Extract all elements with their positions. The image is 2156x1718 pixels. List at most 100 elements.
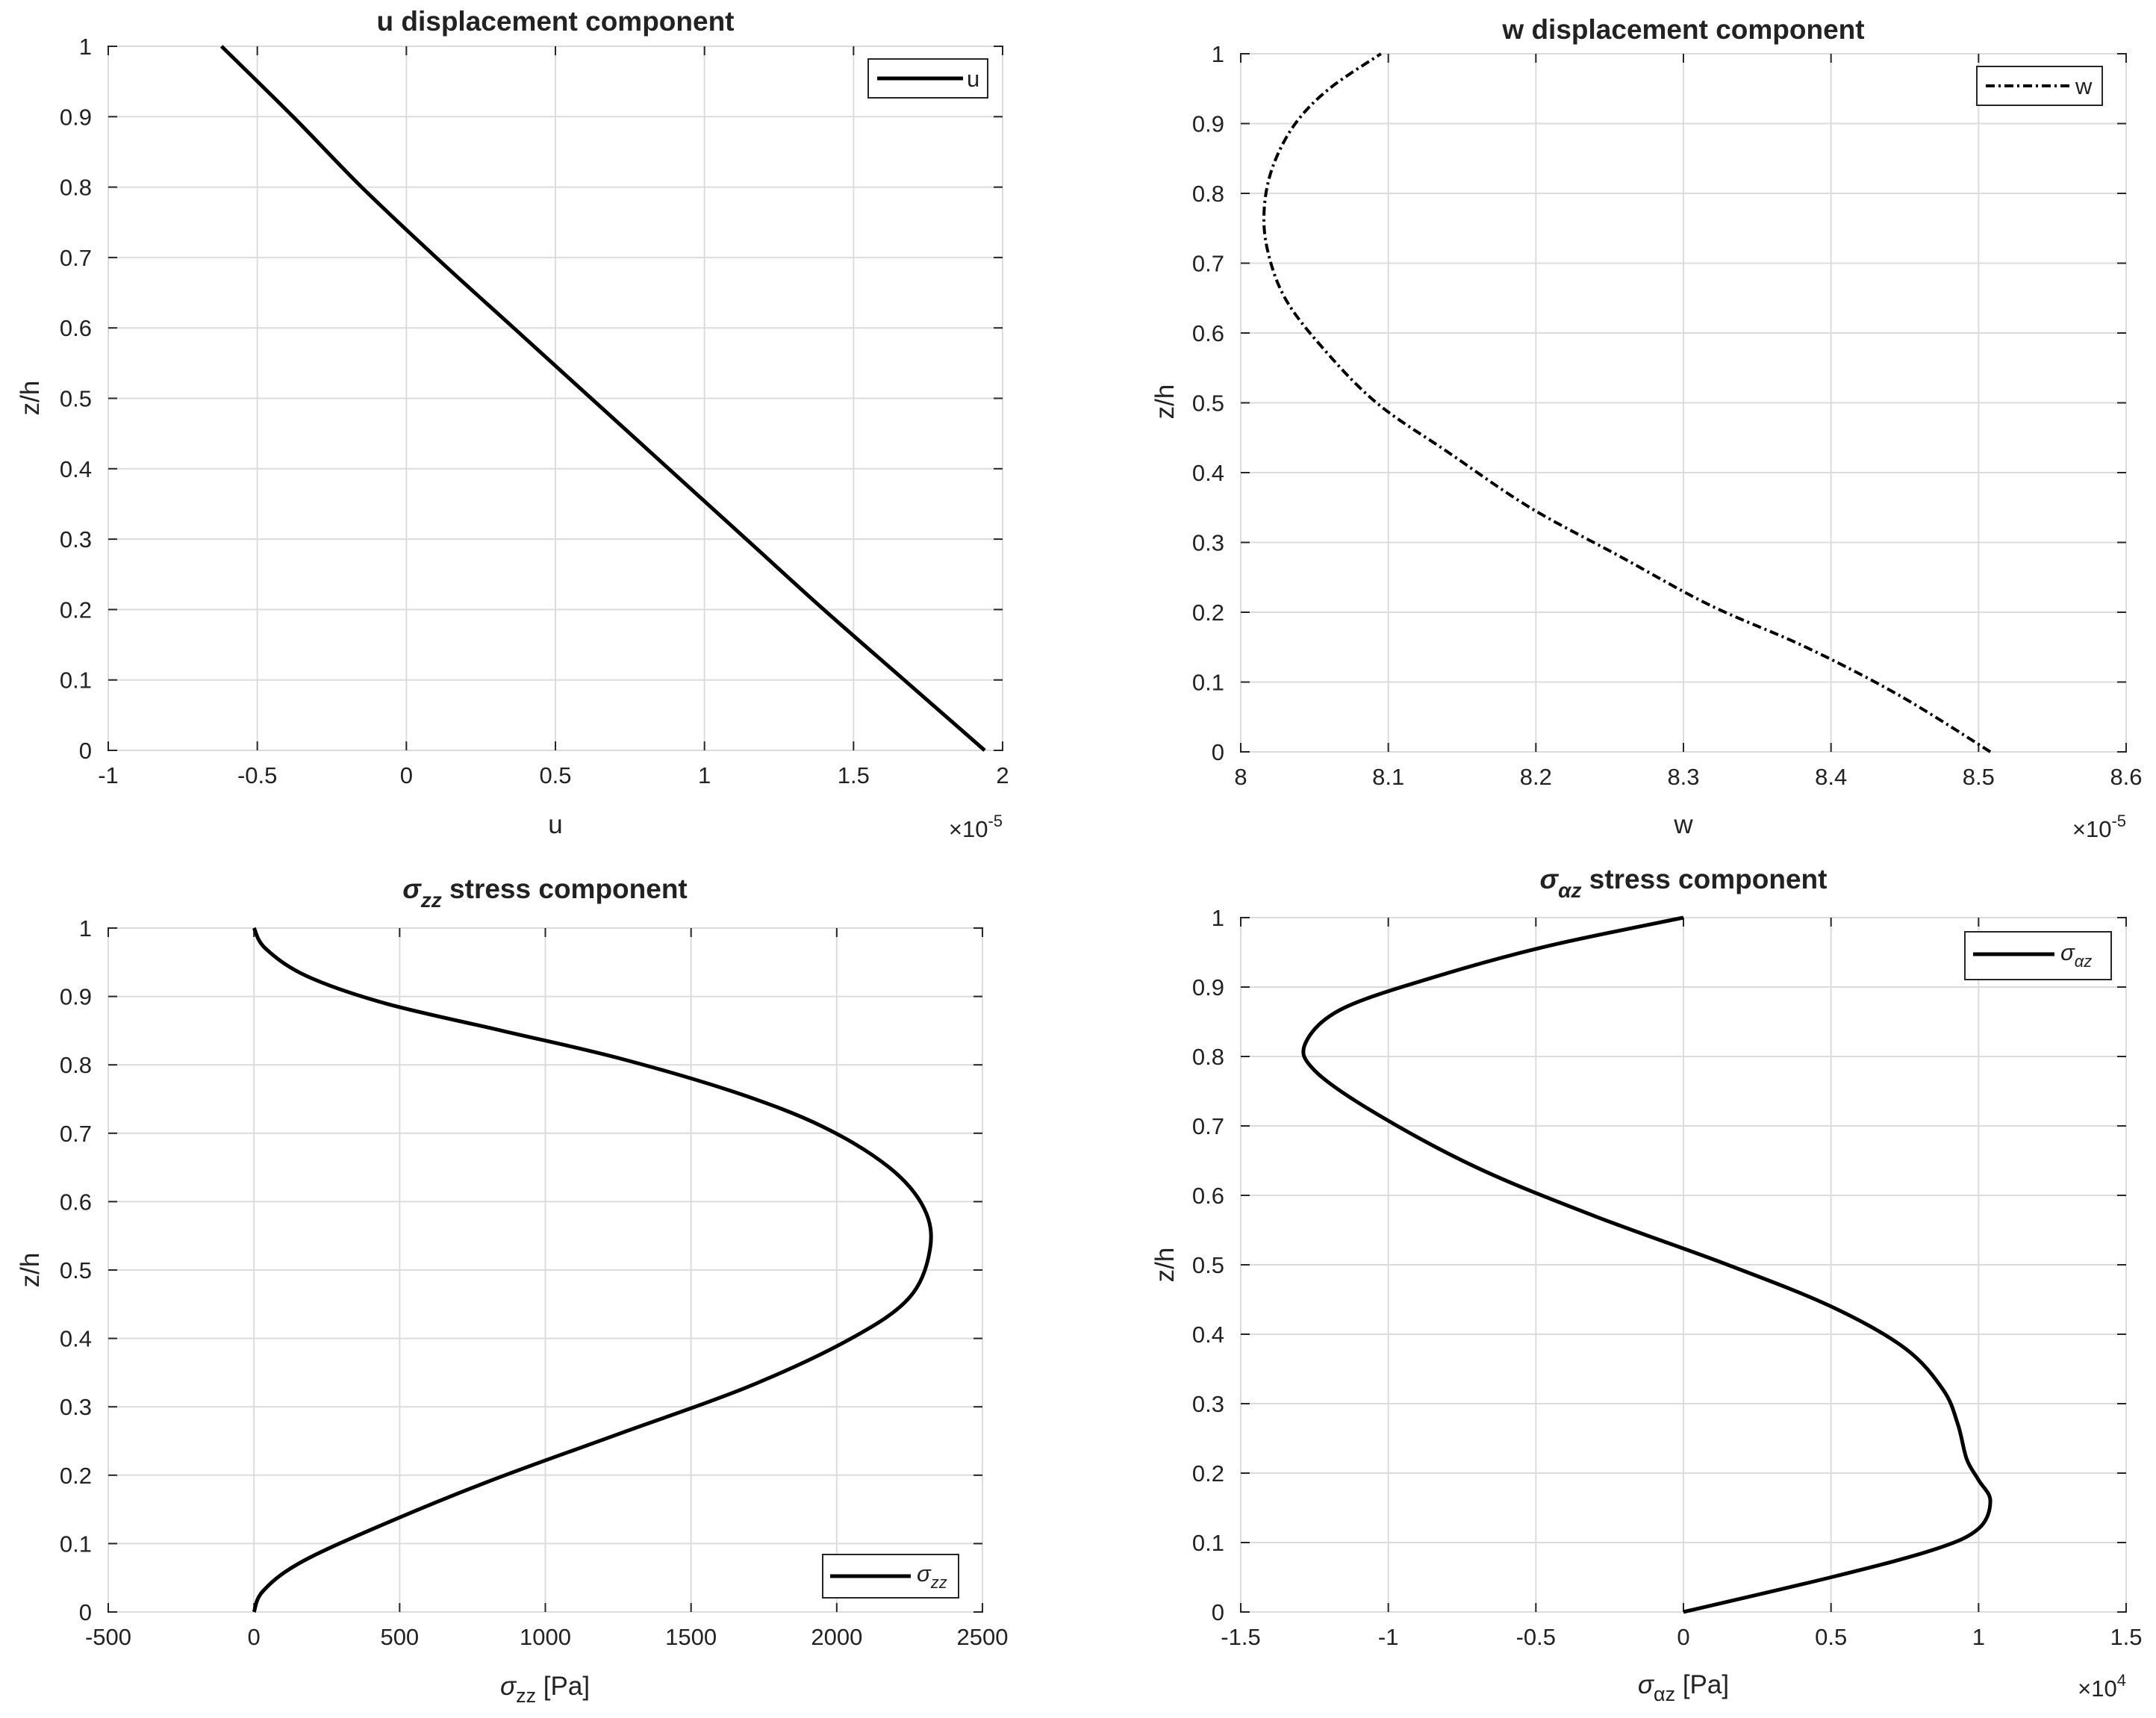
y-tick-label: 1 bbox=[79, 34, 92, 60]
x-tick-label: 8 bbox=[1234, 764, 1247, 790]
u-displacement-panel: -1 -0.5 0 0.5 1 1.5 2 0 0.1 0.2 0.3 0.4 0.5 0.6 0.7 0.8… bbox=[16, 6, 1009, 842]
x-tick-label: 0 bbox=[248, 1624, 261, 1650]
y-tick-label: 0.3 bbox=[60, 526, 92, 553]
x-tick-label: 0.5 bbox=[539, 762, 571, 788]
y-tick-label: 0.5 bbox=[1192, 1252, 1224, 1278]
grid bbox=[1240, 53, 2127, 753]
y-tick-label: 0.5 bbox=[60, 1257, 92, 1283]
legend-label-w: w bbox=[2075, 73, 2093, 99]
x-tick-label: 8.3 bbox=[1667, 764, 1699, 790]
y-tick-label: 0.2 bbox=[1192, 1460, 1224, 1487]
x-tick-label: -1.5 bbox=[1221, 1624, 1260, 1650]
chart-title: σzz stress component bbox=[402, 874, 688, 912]
x-tick-label: 1 bbox=[1972, 1624, 1985, 1650]
y-tick-label: 0.6 bbox=[60, 1189, 92, 1215]
sigma-az-panel: -1.5 -1 -0.5 0 0.5 1 1.5 0 0.1 0.2 0.3 0.4 0.5 0.6 0.7… bbox=[1150, 864, 2143, 1705]
series-lines bbox=[1301, 915, 1993, 1614]
y-tick-label: 0.8 bbox=[60, 1052, 92, 1078]
x-exponent-label: ×10-5 bbox=[2072, 812, 2126, 842]
x-tick-label: 1.5 bbox=[2110, 1624, 2142, 1650]
y-tick-label: 0.9 bbox=[1192, 111, 1224, 137]
y-tick-label: 0.8 bbox=[1192, 1044, 1224, 1070]
series-lines bbox=[219, 45, 986, 752]
y-tick-label: 0.5 bbox=[1192, 390, 1224, 417]
axes-ticks: -1.5 -1 -0.5 0 0.5 1 1.5 0 0.1 0.2 0.3 0.4 0.5 0.6 0.7… bbox=[1192, 905, 2143, 1650]
y-tick-label: 0.8 bbox=[60, 175, 92, 201]
y-tick-label: 0.1 bbox=[60, 1531, 92, 1557]
legend-label-sigma-az: σαz bbox=[2060, 939, 2092, 971]
axes-ticks: 8 8.1 8.2 8.3 8.4 8.5 8.6 0 0.1 0.2 0.3 0.4 0.5 0.6 0.… bbox=[1192, 41, 2143, 790]
y-tick-label: 0.6 bbox=[60, 315, 92, 341]
y-tick-label: 0.3 bbox=[1192, 1391, 1224, 1417]
y-tick-label: 0.9 bbox=[60, 104, 92, 130]
x-tick-label: -0.5 bbox=[237, 762, 277, 788]
y-tick-label: 1 bbox=[79, 915, 92, 942]
y-tick-label: 0.5 bbox=[60, 386, 92, 412]
x-tick-label: 0.5 bbox=[1815, 1624, 1847, 1650]
x-tick-label: 1000 bbox=[520, 1624, 571, 1650]
chart-title: w displacement component bbox=[1501, 14, 1864, 45]
chart-title: σαz stress component bbox=[1540, 864, 1828, 902]
x-tick-label: 500 bbox=[380, 1624, 419, 1650]
legend: w bbox=[1976, 66, 2103, 106]
x-exponent-label: ×10-5 bbox=[949, 812, 1003, 842]
x-tick-label: -1 bbox=[98, 762, 119, 788]
y-tick-label: 0.6 bbox=[1192, 320, 1224, 346]
y-tick-label: 0.7 bbox=[60, 245, 92, 271]
y-tick-label: 1 bbox=[1212, 41, 1224, 67]
y-tick-label: 0.2 bbox=[1192, 600, 1224, 626]
x-tick-label: 8.1 bbox=[1372, 764, 1404, 790]
y-axis-label: z/h bbox=[16, 1253, 45, 1288]
x-tick-label: 0 bbox=[400, 762, 413, 788]
y-tick-label: 0.3 bbox=[60, 1394, 92, 1420]
y-tick-label: 0.6 bbox=[1192, 1183, 1224, 1209]
series-lines bbox=[1262, 52, 1992, 753]
x-tick-label: 0 bbox=[1677, 1624, 1689, 1650]
x-axis-label: w bbox=[1673, 810, 1693, 839]
x-exponent-label: ×104 bbox=[2078, 1671, 2126, 1702]
y-tick-label: 0 bbox=[79, 738, 92, 764]
series-line bbox=[1262, 52, 1992, 753]
x-tick-label: 8.6 bbox=[2110, 764, 2142, 790]
y-tick-label: 0.1 bbox=[1192, 1530, 1224, 1556]
y-tick-label: 0.2 bbox=[60, 1463, 92, 1489]
y-tick-label: 0.4 bbox=[60, 456, 92, 482]
grid bbox=[108, 46, 1003, 751]
y-tick-label: 0.9 bbox=[1192, 974, 1224, 1000]
y-axis-label: z/h bbox=[16, 381, 45, 416]
x-tick-label: 2 bbox=[996, 762, 1009, 788]
w-displacement-panel: 8 8.1 8.2 8.3 8.4 8.5 8.6 0 0.1 0.2 0.3 0.4 0.5 0.6 0.… bbox=[1150, 14, 2143, 842]
x-tick-label: -500 bbox=[85, 1624, 131, 1650]
chart-title: u displacement component bbox=[376, 6, 734, 37]
y-tick-label: 0.4 bbox=[60, 1326, 92, 1352]
y-tick-label: 0.3 bbox=[1192, 530, 1224, 556]
x-tick-label: 1.5 bbox=[838, 762, 870, 788]
y-tick-label: 0.4 bbox=[1192, 460, 1224, 486]
legend: σzz bbox=[822, 1554, 959, 1599]
y-tick-label: 0.1 bbox=[1192, 670, 1224, 696]
x-axis-label: σzz [Pa] bbox=[500, 1672, 590, 1707]
sigma-zz-panel: -500 0 500 1000 1500 2000 250000.10.20.30.40.5… bbox=[16, 874, 1008, 1707]
axes-ticks: -1 -0.5 0 0.5 1 1.5 2 0 0.1 0.2 0.3 0.4 0.5 0.6 0.7 0.8… bbox=[60, 34, 1009, 788]
x-axis-label: σαz [Pa] bbox=[1638, 1670, 1729, 1705]
y-tick-label: 0.8 bbox=[1192, 181, 1224, 207]
x-tick-label: 8.4 bbox=[1815, 764, 1847, 790]
series-line bbox=[252, 927, 933, 1613]
y-tick-label: 0 bbox=[79, 1599, 92, 1625]
y-tick-label: 0.9 bbox=[60, 984, 92, 1010]
y-tick-label: 1 bbox=[1212, 905, 1224, 931]
x-axis-label: u bbox=[548, 810, 562, 839]
y-tick-label: 0.7 bbox=[60, 1121, 92, 1147]
legend-label-u: u bbox=[967, 66, 979, 92]
y-tick-label: 0.4 bbox=[1192, 1322, 1224, 1348]
grid bbox=[1240, 917, 2127, 1613]
series-lines bbox=[252, 927, 933, 1613]
y-tick-label: 0.7 bbox=[1192, 1113, 1224, 1139]
legend: u bbox=[867, 58, 988, 99]
x-tick-label: 2500 bbox=[957, 1624, 1009, 1650]
x-tick-label: 8.2 bbox=[1520, 764, 1552, 790]
legend: σαz bbox=[1964, 931, 2112, 980]
x-tick-label: 8.5 bbox=[1963, 764, 1995, 790]
y-axis-label: z/h bbox=[1150, 1248, 1180, 1283]
